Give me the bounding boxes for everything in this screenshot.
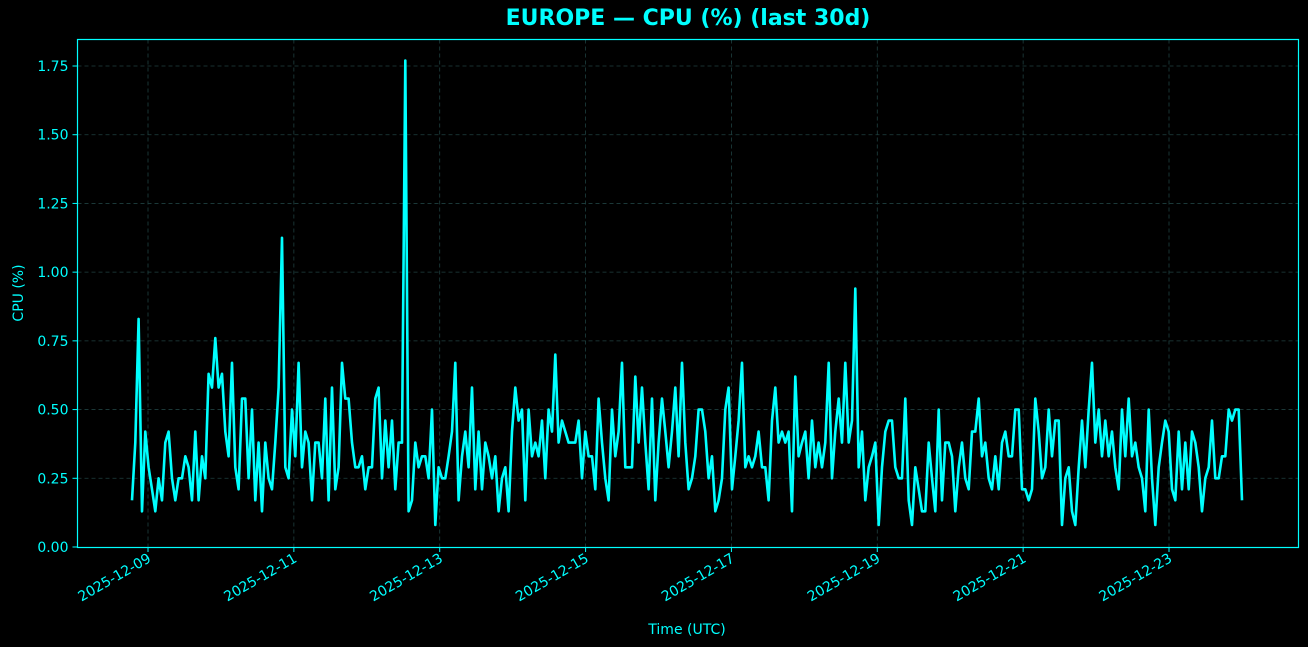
x-tick-label: 2025-12-15	[513, 551, 591, 606]
y-tick-label: 1.50	[37, 128, 68, 144]
plot-frame	[76, 38, 1300, 549]
y-tick-label: 1.75	[37, 59, 68, 75]
x-tick-label: 2025-12-23	[1097, 551, 1175, 606]
y-tick-label: 1.00	[37, 265, 68, 281]
x-tick-label: 2025-12-09	[76, 551, 154, 606]
y-tick-label: 1.25	[37, 196, 68, 212]
x-tick-label: 2025-12-13	[367, 551, 445, 606]
y-axis-label: CPU (%)	[11, 264, 27, 321]
cpu-series-line	[130, 59, 1244, 527]
x-tick-label: 2025-12-11	[221, 551, 299, 606]
y-tick-label: 0.50	[37, 403, 68, 419]
x-axis-ticks: 2025-12-09 2025-12-11 2025-12-13 2025-12-15…	[76, 547, 1175, 605]
x-tick-label: 2025-12-21	[951, 551, 1029, 606]
x-tick-label: 2025-12-19	[805, 551, 883, 606]
y-tick-label: 0.00	[37, 540, 68, 556]
grid-lines	[77, 39, 1299, 547]
x-axis-label: Time (UTC)	[647, 622, 725, 638]
y-axis-ticks: 0.00 0.25 0.50 0.75 1.00 1.25 1.50 1.75	[37, 59, 78, 556]
y-tick-label: 0.75	[37, 334, 68, 350]
chart-title: EUROPE — CPU (%) (last 30d)	[505, 6, 871, 31]
x-tick-label: 2025-12-17	[659, 551, 737, 606]
y-tick-label: 0.25	[37, 471, 68, 487]
